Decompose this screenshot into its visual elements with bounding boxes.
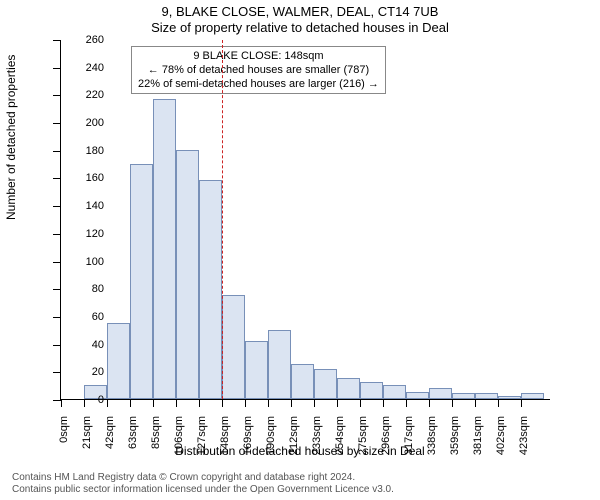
x-tick (360, 399, 361, 407)
y-tick (53, 151, 61, 152)
histogram-bar (406, 392, 429, 399)
histogram-bar (153, 99, 176, 399)
histogram-bar (383, 385, 406, 399)
y-tick-label: 180 (64, 145, 104, 157)
y-tick (53, 68, 61, 69)
x-tick (521, 399, 522, 407)
y-tick-label: 20 (64, 366, 104, 378)
histogram-chart: 9 BLAKE CLOSE: 148sqm ← 78% of detached … (60, 40, 550, 400)
y-tick-label: 220 (64, 89, 104, 101)
y-tick (53, 40, 61, 41)
y-tick (53, 372, 61, 373)
x-tick (153, 399, 154, 407)
x-tick (222, 399, 223, 407)
histogram-bar (475, 393, 498, 399)
histogram-bar (199, 180, 222, 399)
page-root: 9, BLAKE CLOSE, WALMER, DEAL, CT14 7UB S… (0, 0, 600, 500)
x-tick (61, 399, 62, 407)
y-tick-label: 60 (64, 311, 104, 323)
histogram-bar (521, 393, 544, 399)
histogram-bar (130, 164, 153, 399)
annotation-line3: 22% of semi-detached houses are larger (… (138, 77, 379, 91)
x-tick (268, 399, 269, 407)
reference-marker (222, 40, 223, 399)
y-tick-label: 240 (64, 62, 104, 74)
y-tick-label: 260 (64, 34, 104, 46)
y-tick (53, 178, 61, 179)
y-tick (53, 345, 61, 346)
x-tick (107, 399, 108, 407)
histogram-bar (222, 295, 245, 399)
y-axis-label: Number of detached properties (4, 55, 18, 220)
y-tick-label: 80 (64, 283, 104, 295)
x-tick (245, 399, 246, 407)
histogram-bar (498, 396, 521, 399)
histogram-bar (291, 364, 314, 399)
y-tick-label: 120 (64, 228, 104, 240)
annotation-line2: ← 78% of detached houses are smaller (78… (138, 63, 379, 77)
footer-line1: Contains HM Land Registry data © Crown c… (12, 472, 394, 484)
y-tick (53, 123, 61, 124)
x-tick (406, 399, 407, 407)
annotation-line1: 9 BLAKE CLOSE: 148sqm (138, 49, 379, 63)
y-tick (53, 317, 61, 318)
x-tick (337, 399, 338, 407)
x-tick (291, 399, 292, 407)
histogram-bar (360, 382, 383, 399)
x-tick (498, 399, 499, 407)
y-tick (53, 262, 61, 263)
histogram-bar (452, 393, 475, 399)
y-tick-label: 0 (64, 394, 104, 406)
x-tick (429, 399, 430, 407)
x-tick (199, 399, 200, 407)
y-tick-label: 160 (64, 172, 104, 184)
histogram-bar (337, 378, 360, 399)
footer: Contains HM Land Registry data © Crown c… (12, 472, 394, 496)
plot-area: 9 BLAKE CLOSE: 148sqm ← 78% of detached … (60, 40, 550, 400)
x-tick (130, 399, 131, 407)
y-tick (53, 234, 61, 235)
x-tick (176, 399, 177, 407)
footer-line2: Contains public sector information licen… (12, 484, 394, 496)
histogram-bar (314, 369, 337, 399)
x-tick (383, 399, 384, 407)
y-tick (53, 289, 61, 290)
title-block: 9, BLAKE CLOSE, WALMER, DEAL, CT14 7UB S… (0, 4, 600, 36)
y-tick (53, 206, 61, 207)
x-tick (314, 399, 315, 407)
histogram-bar (268, 330, 291, 399)
histogram-bar (245, 341, 268, 399)
y-tick (53, 400, 61, 401)
histogram-bar (429, 388, 452, 399)
y-tick-label: 40 (64, 339, 104, 351)
histogram-bar (176, 150, 199, 399)
title-line1: 9, BLAKE CLOSE, WALMER, DEAL, CT14 7UB (0, 4, 600, 20)
x-axis-label: Distribution of detached houses by size … (0, 444, 600, 458)
annotation-box: 9 BLAKE CLOSE: 148sqm ← 78% of detached … (131, 46, 386, 94)
y-tick-label: 200 (64, 117, 104, 129)
x-tick (475, 399, 476, 407)
x-tick (452, 399, 453, 407)
y-tick-label: 100 (64, 256, 104, 268)
y-tick (53, 95, 61, 96)
histogram-bar (107, 323, 130, 399)
y-tick-label: 140 (64, 200, 104, 212)
